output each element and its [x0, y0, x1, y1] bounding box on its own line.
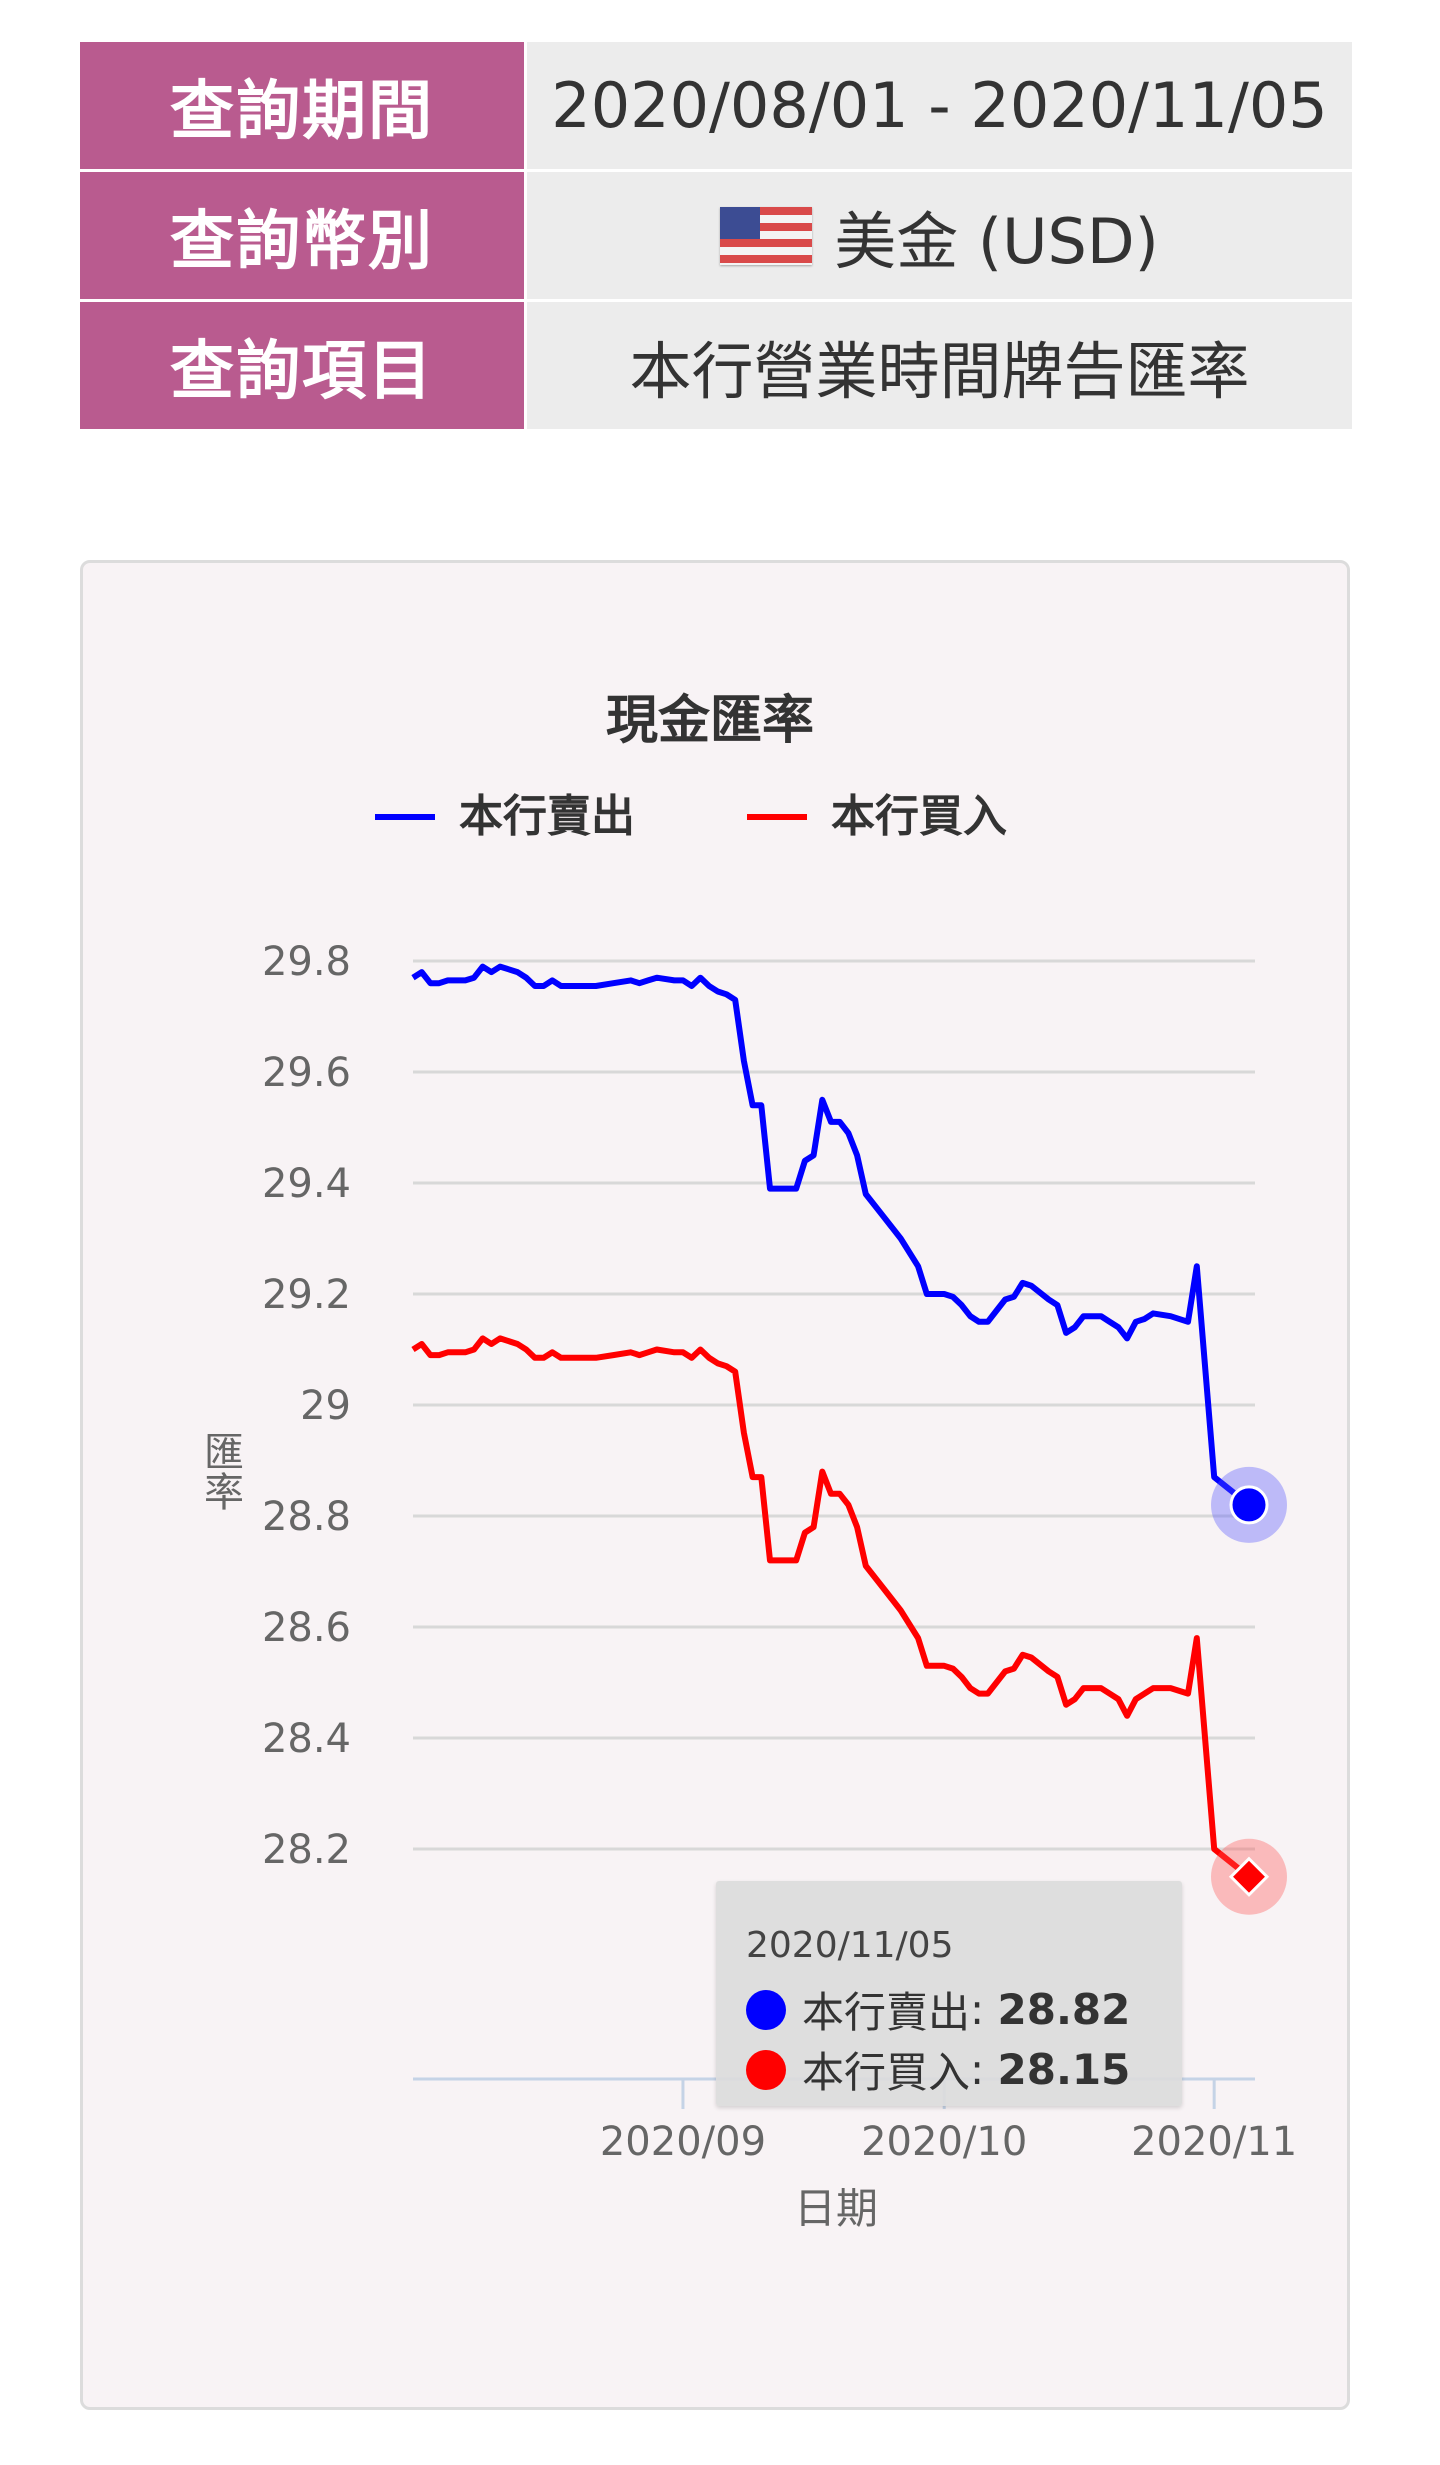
tooltip-row-sell: 本行賣出 : 28.82: [746, 1979, 1130, 2040]
tooltip-sell-value: 28.82: [997, 1985, 1131, 2034]
cash-rate-chart-card: 現金匯率 本行賣出 本行買入 29.8 29.6 29.4 29.2 29 28.8 28.…: [80, 560, 1350, 2410]
y-tick-label: 29.4: [262, 1161, 351, 1207]
buy-series-line: [411, 1335, 1251, 1880]
tooltip-date: 2020/11/05: [746, 1925, 954, 1966]
y-tick-label: 28.4: [262, 1716, 351, 1762]
tooltip-row-buy: 本行買入 : 28.15: [746, 2039, 1130, 2100]
query-period-label: 查詢期間: [80, 42, 524, 169]
legend-item-buy[interactable]: 本行買入: [747, 791, 1007, 842]
y-tick-label: 28.6: [262, 1605, 351, 1651]
y-tick-label: 29.6: [262, 1050, 351, 1096]
query-item-row: 查詢項目 本行營業時間牌告匯率: [80, 302, 1352, 429]
tooltip-sell-name: 本行賣出: [802, 1988, 971, 2037]
x-tick-label: 2020/10: [861, 2119, 1027, 2165]
x-tick-label: 2020/11: [1131, 2119, 1297, 2165]
x-axis-ticks: 2020/09 2020/10 2020/11: [413, 2077, 1297, 2165]
tooltip-buy-name: 本行買入: [802, 2048, 971, 2097]
legend-sell-label: 本行賣出: [459, 791, 635, 842]
sell-series-line: [411, 963, 1251, 1508]
y-tick-label: 29.2: [262, 1272, 351, 1318]
query-currency-cell: 美金 (USD): [527, 172, 1352, 299]
query-period-value: 2020/08/01 - 2020/11/05: [527, 42, 1352, 169]
chart-tooltip: 2020/11/05 本行賣出 : 28.82 本行買入 : 28.15: [716, 1881, 1182, 2106]
tooltip-sell-dot-icon: [746, 1989, 786, 2030]
query-period-row: 查詢期間 2020/08/01 - 2020/11/05: [80, 42, 1352, 169]
query-currency-label: 查詢幣別: [80, 172, 524, 299]
query-item-label: 查詢項目: [80, 302, 524, 429]
y-axis-label: 匯率: [197, 1431, 243, 1511]
buy-hover-point[interactable]: [1228, 1856, 1270, 1897]
query-currency-value: 美金 (USD): [834, 204, 1159, 278]
chart-hover-markers[interactable]: [1211, 1466, 1287, 1915]
query-item-value: 本行營業時間牌告匯率: [527, 302, 1352, 429]
chart-series: [411, 963, 1251, 1880]
legend-item-sell[interactable]: 本行賣出: [375, 791, 635, 842]
sell-hover-point[interactable]: [1229, 1485, 1269, 1525]
y-tick-label: 29: [300, 1383, 351, 1429]
cash-rate-chart: 現金匯率 本行賣出 本行買入 29.8 29.6 29.4 29.2 29 28.8 28.…: [197, 691, 1297, 2233]
x-tick-label: 2020/09: [600, 2119, 766, 2165]
tooltip-buy-dot-icon: [746, 2049, 786, 2090]
legend-buy-label: 本行買入: [831, 791, 1007, 842]
x-axis-label: 日期: [794, 2184, 878, 2233]
y-axis-ticks: 29.8 29.6 29.4 29.2 29 28.8 28.6 28.4 28.2: [262, 939, 351, 1873]
y-tick-label: 28.2: [262, 1827, 351, 1873]
y-tick-label: 29.8: [262, 939, 351, 985]
y-tick-label: 28.8: [262, 1494, 351, 1540]
chart-title: 現金匯率: [606, 691, 814, 751]
us-flag-icon: [720, 206, 813, 265]
tooltip-buy-value: 28.15: [997, 2045, 1131, 2094]
chart-gridlines: [413, 959, 1255, 1851]
query-info-table: 查詢期間 2020/08/01 - 2020/11/05 查詢幣別 美金 (US…: [80, 42, 1352, 432]
query-currency-row: 查詢幣別 美金 (USD): [80, 172, 1352, 299]
